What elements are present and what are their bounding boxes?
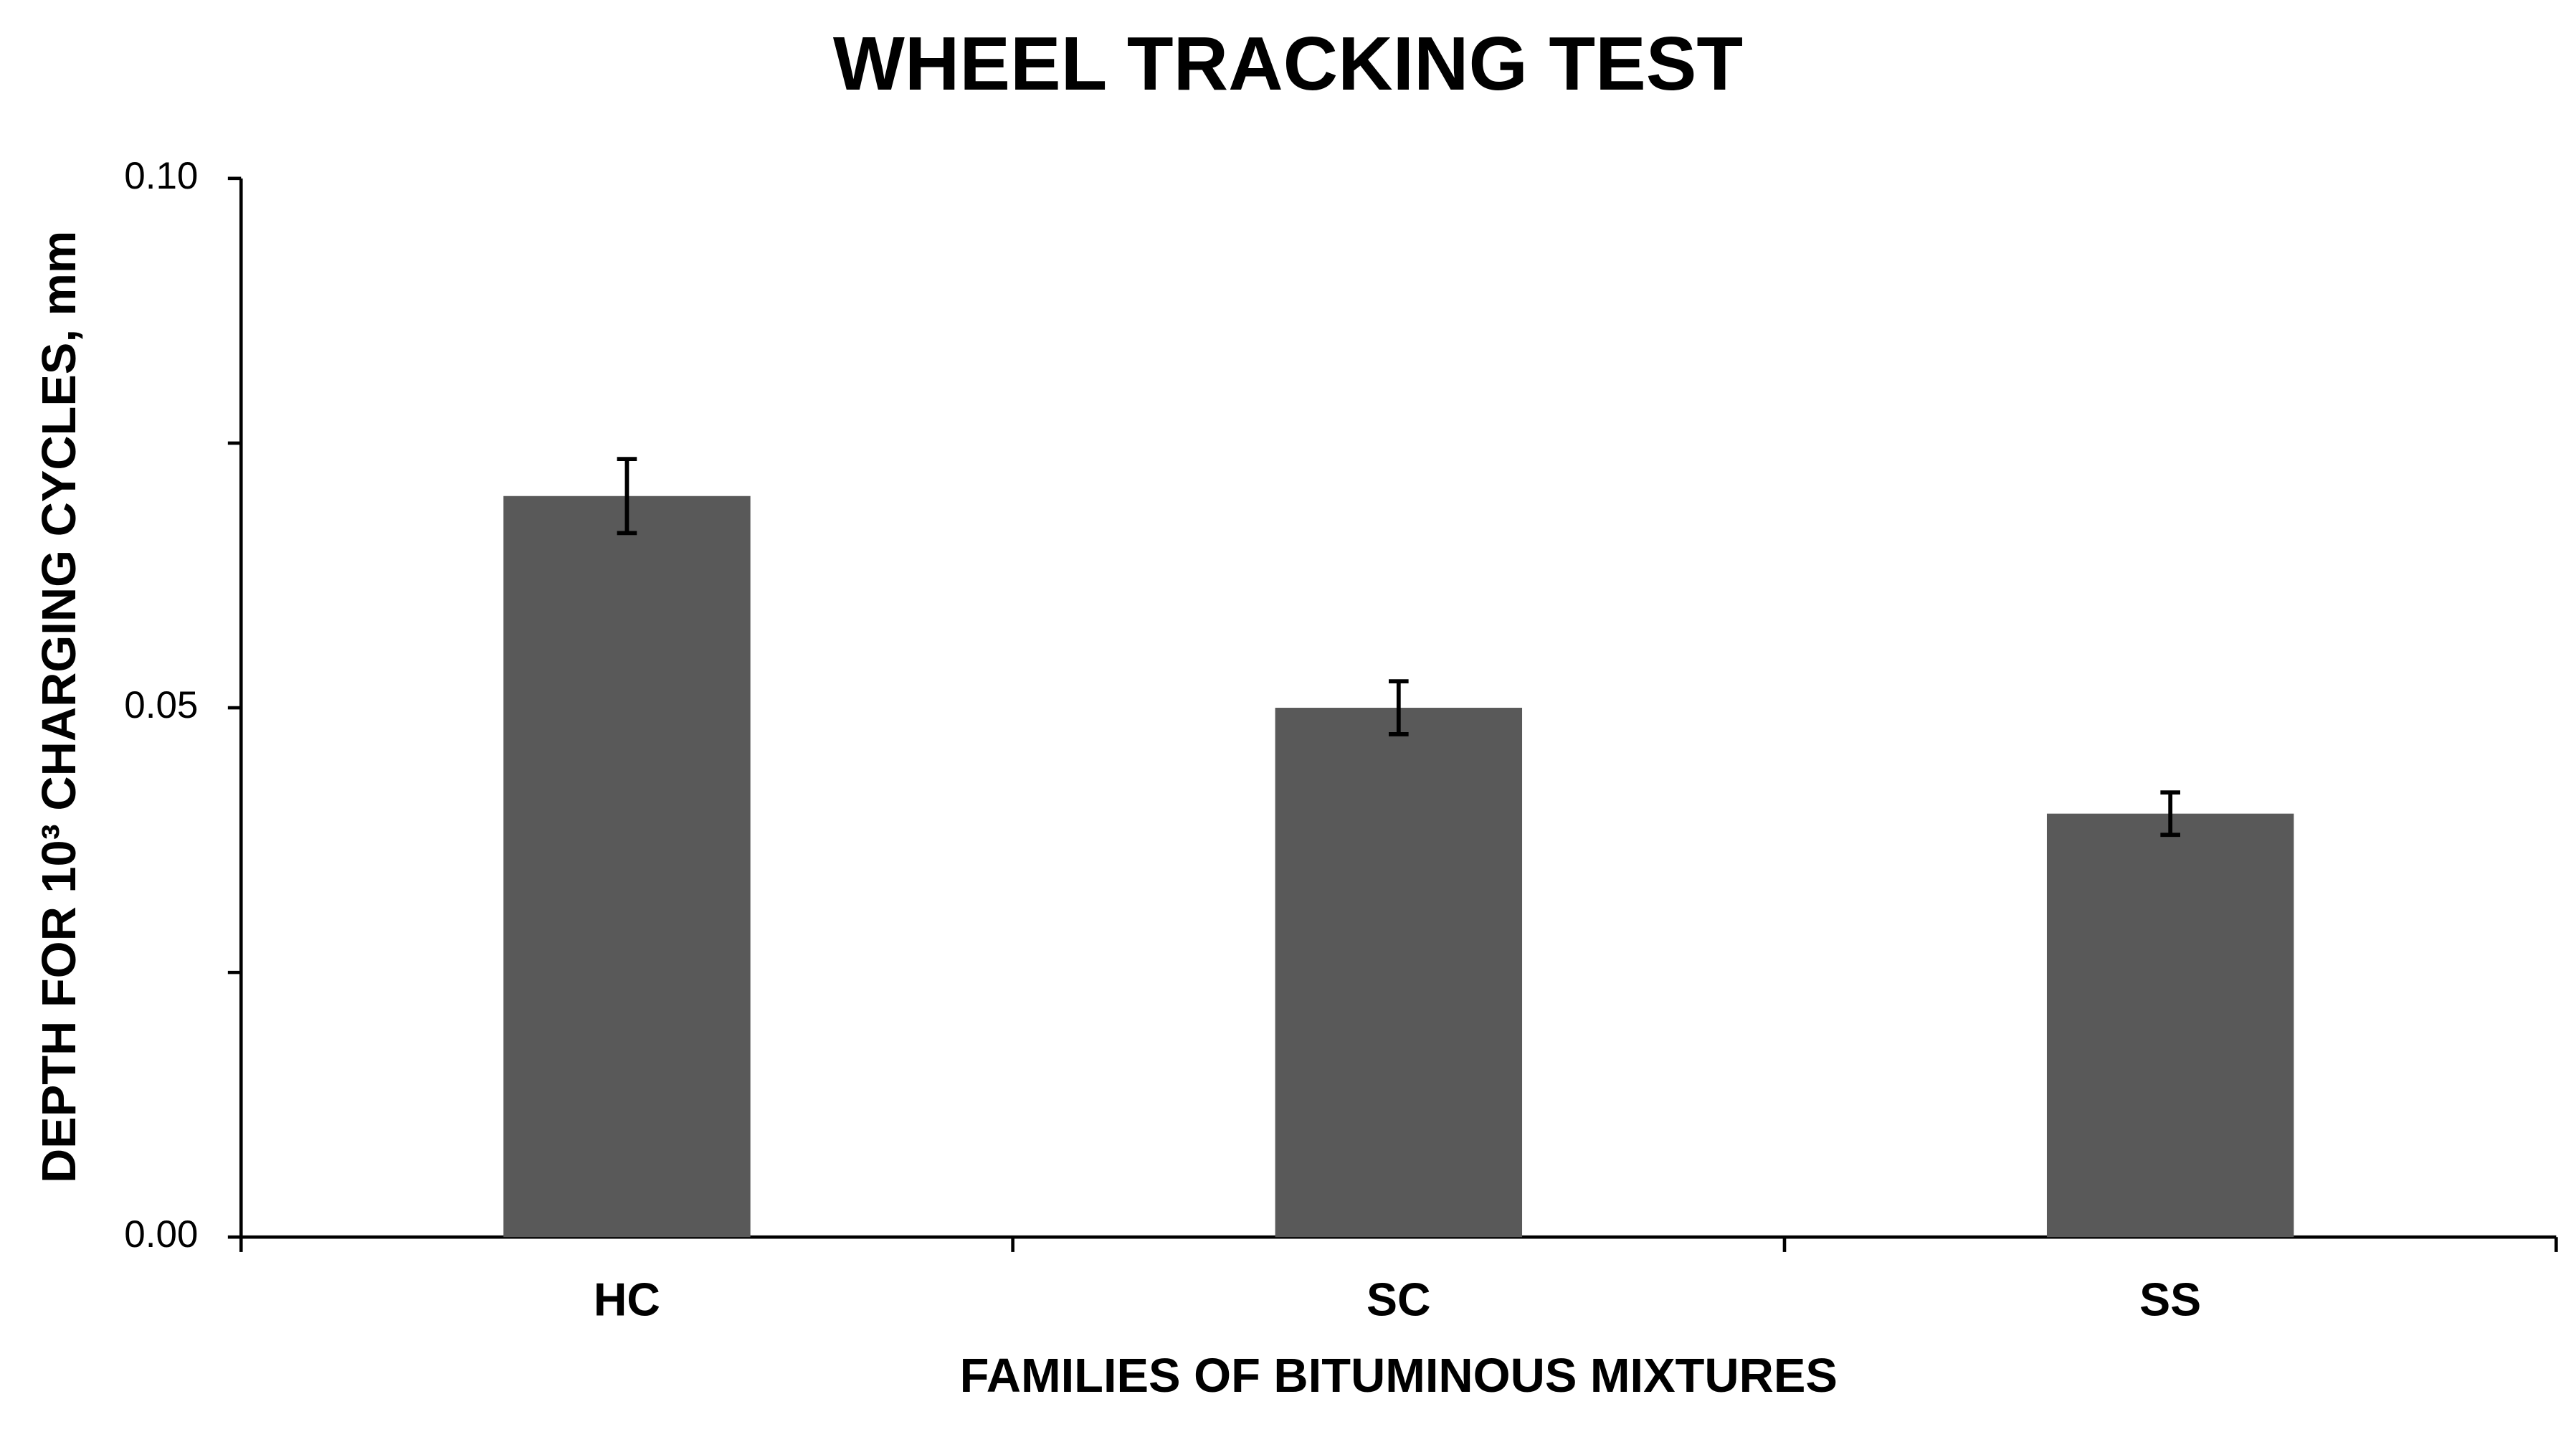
chart-title: WHEEL TRACKING TEST [833,22,1743,106]
y-axis-title: DEPTH FOR 10³ CHARGING CYCLES, mm [33,231,86,1183]
y-tick-label: 0.10 [124,155,198,197]
error-bar [617,457,637,536]
error-bar [1388,679,1409,736]
bar [503,495,751,1238]
bar [1275,708,1523,1238]
x-axis-title: FAMILIES OF BITUMINOUS MIXTURES [960,1350,1838,1403]
x-tick-label: SC [1367,1274,1431,1325]
x-tick-label: SS [2139,1274,2201,1325]
y-tick-label: 0.00 [124,1213,198,1256]
error-bar [2160,790,2180,838]
y-tick-label: 0.05 [124,684,198,726]
x-tick-label: HC [594,1274,660,1325]
bar [2046,813,2294,1238]
